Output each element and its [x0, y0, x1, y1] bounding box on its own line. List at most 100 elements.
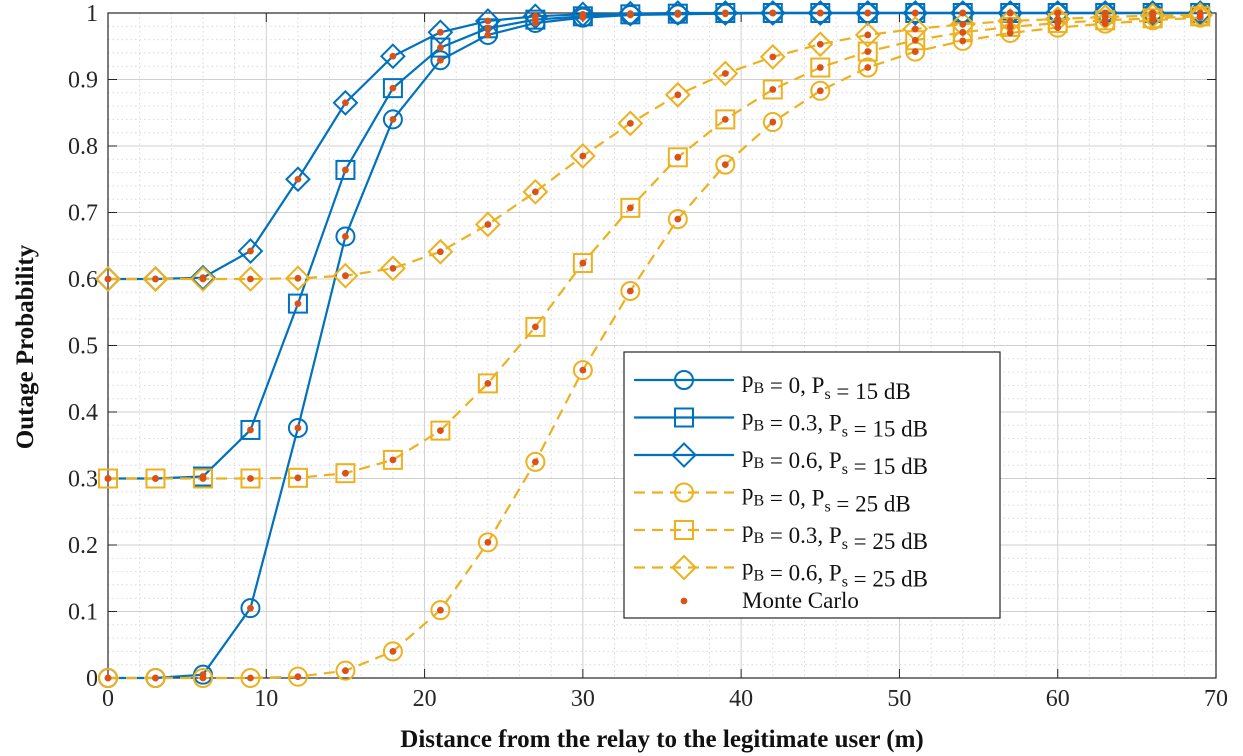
data-point-marker — [857, 41, 878, 62]
monte-carlo-point — [247, 275, 254, 283]
legend-entry-label: pB = 0, Ps = 25 dB — [742, 480, 911, 517]
data-point-marker — [715, 109, 736, 130]
x-tick-label: 0 — [102, 686, 114, 712]
series-line — [108, 16, 1201, 680]
monte-carlo-point — [389, 52, 397, 60]
monte-carlo-point — [674, 215, 682, 223]
legend-monte-carlo-label: Monte Carlo — [742, 588, 859, 613]
x-tick-label: 60 — [1046, 686, 1070, 712]
monte-carlo-point — [816, 64, 824, 71]
monte-carlo-point — [959, 28, 967, 36]
monte-carlo-point — [816, 9, 824, 17]
data-point-marker — [759, 43, 786, 70]
monte-carlo-point — [864, 64, 872, 71]
data-point-marker — [715, 154, 736, 175]
monte-carlo-point — [911, 25, 919, 33]
data-point-marker — [335, 660, 356, 681]
monte-carlo-point — [531, 458, 539, 466]
monte-carlo-point — [104, 475, 112, 482]
x-tick-label: 40 — [729, 686, 753, 712]
monte-carlo-point — [389, 648, 397, 655]
legend-monte-carlo-marker — [680, 597, 688, 605]
monte-carlo-point — [769, 86, 777, 93]
legend-text-part: = 15 dB — [831, 379, 911, 404]
data-point-marker — [287, 467, 308, 488]
data-point-marker — [142, 266, 169, 292]
legend-subscript: s — [842, 536, 848, 553]
monte-carlo-point — [247, 604, 254, 612]
monte-carlo-point — [674, 9, 682, 17]
data-point-marker — [285, 166, 311, 193]
data-point-marker — [335, 226, 356, 247]
monte-carlo-point — [959, 20, 967, 28]
monte-carlo-point — [1006, 23, 1014, 31]
data-point-marker — [807, 0, 834, 26]
data-point-marker — [949, 11, 976, 38]
monte-carlo-point — [579, 259, 587, 267]
monte-carlo-point — [864, 31, 872, 39]
data-point-marker — [664, 81, 691, 108]
legend-marker — [671, 554, 697, 581]
legend-box — [623, 351, 1001, 619]
data-point-marker — [522, 3, 549, 30]
data-point-marker — [427, 238, 454, 265]
monte-carlo-point — [959, 37, 967, 45]
data-point-marker — [335, 463, 356, 484]
data-point-marker — [332, 262, 359, 289]
legend-text-part: p — [742, 517, 754, 542]
legend-marker — [674, 482, 694, 503]
monte-carlo-point — [1149, 12, 1157, 20]
legend-subscript: B — [754, 530, 765, 547]
monte-carlo-point — [294, 175, 302, 183]
data-point-marker — [525, 451, 546, 472]
legend-text-part: = 0, P — [764, 486, 824, 511]
legend-entry-label: pB = 0.6, Ps = 15 dB — [742, 442, 928, 479]
data-point-marker — [240, 468, 261, 489]
monte-carlo-point — [484, 31, 492, 39]
legend-entry-label: pB = 0.6, Ps = 25 dB — [742, 555, 928, 592]
legend-text-part: p — [742, 367, 754, 392]
data-point-marker — [285, 265, 311, 292]
monte-carlo-point — [1054, 15, 1062, 23]
monte-carlo-point — [294, 673, 302, 681]
monte-carlo-point — [626, 204, 634, 212]
data-point-marker — [1092, 4, 1119, 30]
monte-carlo-point — [959, 9, 967, 17]
data-point-marker — [712, 0, 739, 26]
data-point-marker — [98, 668, 118, 688]
monte-carlo-point — [579, 366, 587, 374]
data-point-marker — [430, 50, 451, 71]
x-tick-label: 20 — [413, 686, 437, 712]
monte-carlo-point — [911, 36, 919, 44]
monte-carlo-point — [247, 475, 254, 482]
data-point-marker — [382, 109, 403, 130]
data-point-marker — [572, 253, 593, 274]
legend-text-part: = 25 dB — [831, 492, 911, 517]
monte-carlo-point — [816, 40, 824, 48]
data-point-marker — [474, 211, 501, 238]
y-tick-label: 0 — [86, 666, 98, 692]
monte-carlo-point — [1006, 17, 1014, 25]
monte-carlo-point — [864, 48, 872, 55]
legend-subscript: s — [842, 424, 848, 441]
data-point-marker — [430, 600, 451, 621]
data-point-marker — [332, 89, 359, 116]
data-point-marker — [857, 57, 878, 78]
legend-text-part: p — [742, 480, 754, 505]
monte-carlo-point — [484, 380, 492, 387]
legend-text-part: = 0.6, P — [764, 448, 842, 473]
monte-carlo-point — [626, 287, 634, 295]
data-point-marker — [902, 0, 929, 26]
data-point-marker — [430, 420, 451, 441]
legend-text-part: = 15 dB — [848, 454, 928, 479]
monte-carlo-point — [769, 9, 777, 17]
monte-carlo-point — [864, 9, 872, 17]
monte-carlo-point — [911, 48, 919, 55]
monte-carlo-point — [342, 99, 349, 107]
y-axis-title: Outage Probability — [12, 244, 39, 449]
y-tick-label: 0.2 — [68, 533, 98, 559]
series-line — [108, 11, 1201, 281]
monte-carlo-point — [342, 233, 349, 240]
